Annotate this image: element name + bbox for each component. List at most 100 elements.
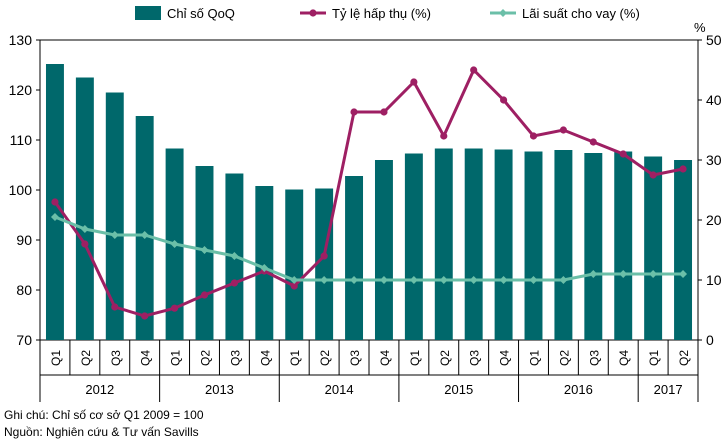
x-axis-year-label: 2012 <box>85 382 114 397</box>
point-lai-suat-cho-vay <box>409 276 418 284</box>
point-lai-suat-cho-vay <box>350 276 359 284</box>
x-axis-quarter-label: Q4 <box>498 350 512 366</box>
bar-chi-so-qoq <box>315 188 334 340</box>
left-axis-tick-label: 100 <box>9 182 33 198</box>
point-lai-suat-cho-vay <box>469 276 478 284</box>
x-axis-quarter-label: Q3 <box>468 350 482 366</box>
legend-label: Tỷ lệ hấp thụ (%) <box>332 6 431 21</box>
x-axis-quarter-label: Q4 <box>139 350 153 366</box>
right-axis-unit: % <box>694 20 706 35</box>
left-axis-tick-label: 120 <box>9 82 33 98</box>
x-axis-quarter-label: Q3 <box>109 350 123 366</box>
line-lai-suat-cho-vay <box>54 215 683 282</box>
x-axis-quarter-label: Q4 <box>378 350 392 366</box>
right-axis-tick-label: 10 <box>706 272 722 288</box>
point-ty-le-hap-thu <box>470 66 478 74</box>
point-lai-suat-cho-vay <box>499 276 508 284</box>
point-ty-le-hap-thu <box>380 108 388 116</box>
point-ty-le-hap-thu <box>440 132 448 140</box>
left-axis-tick-label: 80 <box>16 282 32 298</box>
point-lai-suat-cho-vay <box>260 264 269 272</box>
point-ty-le-hap-thu <box>679 165 687 173</box>
point-ty-le-hap-thu <box>499 96 508 104</box>
bar-chi-so-qoq <box>614 151 633 340</box>
point-ty-le-hap-thu <box>619 150 627 158</box>
right-axis-tick-label: 30 <box>706 152 722 168</box>
point-ty-le-hap-thu <box>200 291 209 299</box>
point-ty-le-hap-thu <box>529 132 538 140</box>
legend-marker-ty-le-hap-thu <box>309 9 317 17</box>
point-ty-le-hap-thu <box>589 138 597 146</box>
left-axis-tick-label: 130 <box>9 32 33 48</box>
bar-chi-so-qoq <box>494 149 513 340</box>
base-index-note: Ghi chú: Chỉ số cơ sở Q1 2009 = 100 <box>4 408 204 422</box>
x-axis-year-label: 2016 <box>564 382 593 397</box>
x-axis-quarter-label: Q2 <box>199 350 213 366</box>
point-ty-le-hap-thu <box>51 198 59 206</box>
bar-chi-so-qoq <box>464 148 483 340</box>
point-lai-suat-cho-vay <box>439 276 448 284</box>
bar-chi-so-qoq <box>255 186 274 340</box>
point-lai-suat-cho-vay <box>679 270 688 278</box>
left-axis-tick-label: 110 <box>10 132 33 148</box>
x-axis-year-label: 2017 <box>654 382 683 397</box>
x-axis-quarter-label: Q2 <box>79 350 93 366</box>
x-axis-quarter-label: Q1 <box>647 350 661 366</box>
bar-chi-so-qoq <box>404 153 423 340</box>
point-lai-suat-cho-vay <box>379 276 388 284</box>
x-axis-quarter-label: Q2 <box>557 350 571 366</box>
bar-chi-so-qoq <box>345 176 364 340</box>
x-axis-quarter-label: Q3 <box>348 350 362 366</box>
point-lai-suat-cho-vay <box>589 270 598 278</box>
x-axis-quarter-label: Q2 <box>318 350 332 366</box>
right-axis-tick-label: 40 <box>706 92 722 108</box>
left-axis-tick-label: 90 <box>16 232 32 248</box>
legend-label: Chỉ số QoQ <box>167 6 235 21</box>
legend-swatch-chi-so-qoq <box>135 6 161 20</box>
point-ty-le-hap-thu <box>350 108 358 116</box>
right-axis-tick-label: 20 <box>706 212 722 228</box>
line-ty-le-hap-thu <box>53 67 684 318</box>
bar-chi-so-qoq <box>75 77 94 340</box>
bar-chi-so-qoq <box>584 153 603 340</box>
point-lai-suat-cho-vay <box>619 270 628 278</box>
point-ty-le-hap-thu <box>290 282 298 290</box>
point-ty-le-hap-thu <box>649 171 657 179</box>
x-axis-quarter-label: Q1 <box>169 350 183 366</box>
x-axis-year-label: 2013 <box>205 382 234 397</box>
bar-chi-so-qoq <box>285 189 304 340</box>
point-ty-le-hap-thu <box>111 303 119 311</box>
right-axis-tick-label: 0 <box>706 332 714 348</box>
bar-chi-so-qoq <box>105 92 124 340</box>
point-ty-le-hap-thu <box>320 252 328 260</box>
point-lai-suat-cho-vay <box>170 240 179 248</box>
right-axis-tick-label: 50 <box>706 32 722 48</box>
bar-chi-so-qoq <box>434 148 453 340</box>
bar-chi-so-qoq <box>554 150 573 340</box>
bar-chi-so-qoq <box>524 151 543 340</box>
point-ty-le-hap-thu <box>230 279 239 287</box>
x-axis-quarter-label: Q1 <box>408 350 422 366</box>
left-axis-tick-label: 70 <box>16 332 32 348</box>
point-lai-suat-cho-vay <box>140 231 149 239</box>
x-axis-quarter-label: Q1 <box>49 350 63 366</box>
x-axis-quarter-label: Q3 <box>228 350 242 366</box>
point-lai-suat-cho-vay <box>80 225 89 233</box>
x-axis-year-label: 2015 <box>444 382 473 397</box>
point-lai-suat-cho-vay <box>529 276 538 284</box>
legend-marker-lai-suat-cho-vay <box>499 9 507 17</box>
point-ty-le-hap-thu <box>410 78 418 86</box>
point-lai-suat-cho-vay <box>50 213 59 221</box>
point-ty-le-hap-thu <box>81 240 89 248</box>
x-axis-year-label: 2014 <box>325 382 354 397</box>
point-ty-le-hap-thu <box>559 126 568 134</box>
point-ty-le-hap-thu <box>170 304 179 312</box>
point-lai-suat-cho-vay <box>649 270 658 278</box>
bar-chi-so-qoq <box>644 156 663 340</box>
point-lai-suat-cho-vay <box>559 276 568 284</box>
x-axis-quarter-label: Q3 <box>587 350 601 366</box>
x-axis-quarter-label: Q2 <box>438 350 452 366</box>
point-ty-le-hap-thu <box>141 312 149 320</box>
